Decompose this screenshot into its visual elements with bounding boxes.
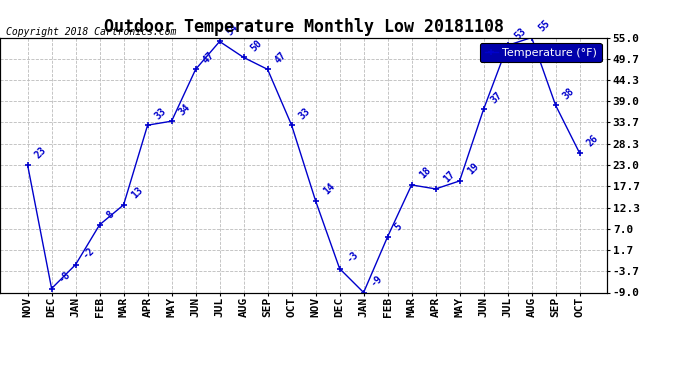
Text: 50: 50 xyxy=(249,38,264,53)
Text: 34: 34 xyxy=(177,102,193,117)
Text: 47: 47 xyxy=(273,50,288,65)
Text: 18: 18 xyxy=(417,165,433,181)
Text: 5: 5 xyxy=(393,221,404,232)
Text: Copyright 2018 Cartronics.com: Copyright 2018 Cartronics.com xyxy=(6,27,177,37)
Text: -9: -9 xyxy=(369,273,384,288)
Legend: Temperature (°F): Temperature (°F) xyxy=(480,43,602,62)
Text: -2: -2 xyxy=(81,245,97,261)
Text: 33: 33 xyxy=(153,106,168,121)
Text: 26: 26 xyxy=(585,134,600,149)
Text: 33: 33 xyxy=(297,106,313,121)
Title: Outdoor Temperature Monthly Low 20181108: Outdoor Temperature Monthly Low 20181108 xyxy=(104,18,504,36)
Text: 19: 19 xyxy=(465,161,480,177)
Text: 14: 14 xyxy=(321,182,337,197)
Text: 17: 17 xyxy=(441,170,457,185)
Text: 13: 13 xyxy=(129,185,144,201)
Text: 53: 53 xyxy=(513,26,529,41)
Text: -8: -8 xyxy=(57,269,72,284)
Text: 23: 23 xyxy=(33,146,48,161)
Text: 8: 8 xyxy=(105,209,117,220)
Text: 55: 55 xyxy=(537,18,553,33)
Text: 47: 47 xyxy=(201,50,217,65)
Text: 37: 37 xyxy=(489,90,504,105)
Text: 38: 38 xyxy=(561,86,577,101)
Text: -3: -3 xyxy=(345,249,361,264)
Text: 54: 54 xyxy=(225,22,241,38)
